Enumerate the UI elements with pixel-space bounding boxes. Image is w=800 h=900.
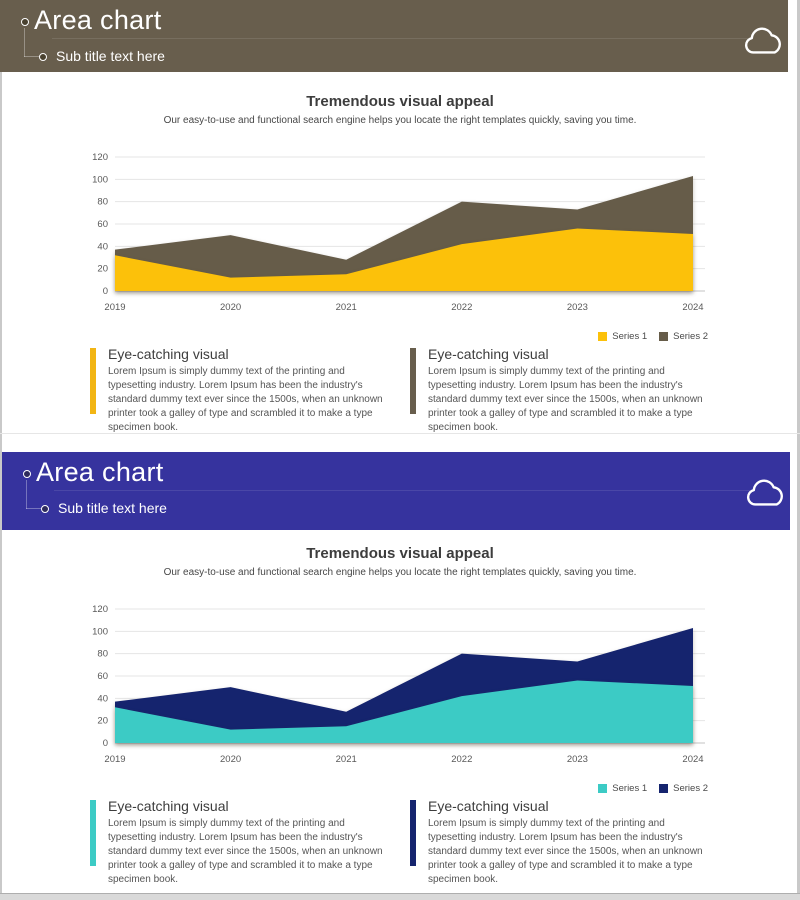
svg-text:40: 40 (97, 693, 108, 704)
legend-swatch-icon (598, 784, 608, 793)
title-bullet-icon (21, 18, 29, 26)
connector-line (24, 56, 39, 57)
callout-title: Eye-catching visual (108, 346, 229, 362)
connector-line (26, 508, 41, 509)
callout-accent-bar (410, 348, 416, 414)
svg-text:2022: 2022 (451, 754, 472, 765)
legend-swatch-icon (659, 332, 669, 341)
subtitle-bullet-icon (41, 505, 49, 513)
banner-divider-line (52, 38, 748, 39)
subtitle-bullet-icon (39, 53, 47, 61)
svg-text:2019: 2019 (104, 754, 125, 765)
cloud-icon (745, 27, 781, 54)
frame-left-border (0, 0, 2, 893)
title-bullet-icon (23, 470, 31, 478)
svg-text:20: 20 (97, 716, 108, 727)
frame-right-border (797, 0, 800, 893)
svg-text:2019: 2019 (104, 302, 125, 313)
slide-2[interactable]: Area chart Sub title text here Tremendou… (0, 452, 800, 893)
page-bottom-strip (0, 893, 800, 900)
callout-body: Lorem Ipsum is simply dummy text of the … (108, 818, 383, 885)
svg-text:2021: 2021 (336, 754, 357, 765)
svg-text:80: 80 (97, 197, 108, 208)
callout-accent-bar (410, 800, 416, 866)
connector-line (24, 28, 25, 57)
chart-subtitle: Our easy-to-use and functional search en… (163, 115, 637, 126)
callout-accent-bar (90, 348, 96, 414)
legend-swatch-icon (598, 332, 608, 341)
legend-item: Series 2 (659, 783, 708, 794)
legend-label: Series 1 (612, 331, 648, 342)
chart-legend: Series 1 Series 2 (598, 783, 708, 794)
callout-row: Eye-catching visual Lorem Ipsum is simpl… (90, 798, 714, 887)
svg-text:120: 120 (92, 152, 108, 163)
chart-subtitle: Our easy-to-use and functional search en… (163, 567, 637, 578)
cloud-icon (747, 479, 783, 506)
svg-text:0: 0 (103, 286, 108, 297)
legend-label: Series 1 (612, 783, 648, 794)
svg-text:2024: 2024 (682, 754, 703, 765)
banner-divider-line (54, 490, 750, 491)
svg-text:0: 0 (103, 738, 108, 749)
svg-text:2020: 2020 (220, 754, 241, 765)
legend-item: Series 1 (598, 783, 647, 794)
callout-body: Lorem Ipsum is simply dummy text of the … (428, 366, 703, 433)
callout-accent-bar (90, 800, 96, 866)
slide-1-banner: Area chart Sub title text here (0, 0, 788, 72)
slide-separator (0, 433, 800, 434)
chart-title: Tremendous visual appeal (306, 93, 494, 110)
callout-body: Lorem Ipsum is simply dummy text of the … (108, 366, 383, 433)
connector-line (26, 480, 27, 509)
svg-text:2024: 2024 (682, 302, 703, 313)
callout-block: Eye-catching visual Lorem Ipsum is simpl… (410, 798, 714, 887)
callout-title: Eye-catching visual (428, 346, 549, 362)
legend-label: Series 2 (673, 783, 708, 794)
chart-title: Tremendous visual appeal (306, 545, 494, 562)
svg-text:80: 80 (97, 649, 108, 660)
legend-item: Series 2 (659, 331, 708, 342)
legend-label: Series 2 (673, 331, 708, 342)
slide-subtitle: Sub title text here (58, 500, 167, 516)
area-chart: 0 20 40 60 80 100 120 2019 2020 2021 2022 2023 2024 (92, 152, 705, 313)
callout-title: Eye-catching visual (428, 798, 549, 814)
legend-item: Series 1 (598, 331, 647, 342)
slide-1[interactable]: Area chart Sub title text here Tremendou… (0, 0, 800, 433)
callout-body: Lorem Ipsum is simply dummy text of the … (428, 818, 703, 885)
svg-text:100: 100 (92, 174, 108, 185)
svg-text:2022: 2022 (451, 302, 472, 313)
slide-2-banner: Area chart Sub title text here (2, 452, 790, 530)
svg-text:2023: 2023 (567, 754, 588, 765)
slide-title: Area chart (34, 5, 162, 35)
svg-text:60: 60 (97, 671, 108, 682)
svg-text:20: 20 (97, 264, 108, 275)
legend-swatch-icon (659, 784, 669, 793)
callout-block: Eye-catching visual Lorem Ipsum is simpl… (410, 346, 714, 435)
callout-block: Eye-catching visual Lorem Ipsum is simpl… (90, 798, 394, 887)
chart-legend: Series 1 Series 2 (598, 331, 708, 342)
svg-text:60: 60 (97, 219, 108, 230)
slide-subtitle: Sub title text here (56, 48, 165, 64)
callout-block: Eye-catching visual Lorem Ipsum is simpl… (90, 346, 394, 435)
svg-text:2023: 2023 (567, 302, 588, 313)
svg-text:2020: 2020 (220, 302, 241, 313)
area-chart: 0 20 40 60 80 100 120 2019 2020 2021 2022 2023 2024 (92, 604, 705, 765)
svg-text:100: 100 (92, 626, 108, 637)
callout-row: Eye-catching visual Lorem Ipsum is simpl… (90, 346, 714, 435)
svg-text:40: 40 (97, 241, 108, 252)
svg-text:120: 120 (92, 604, 108, 615)
slide-title: Area chart (36, 457, 164, 487)
svg-text:2021: 2021 (336, 302, 357, 313)
callout-title: Eye-catching visual (108, 798, 229, 814)
